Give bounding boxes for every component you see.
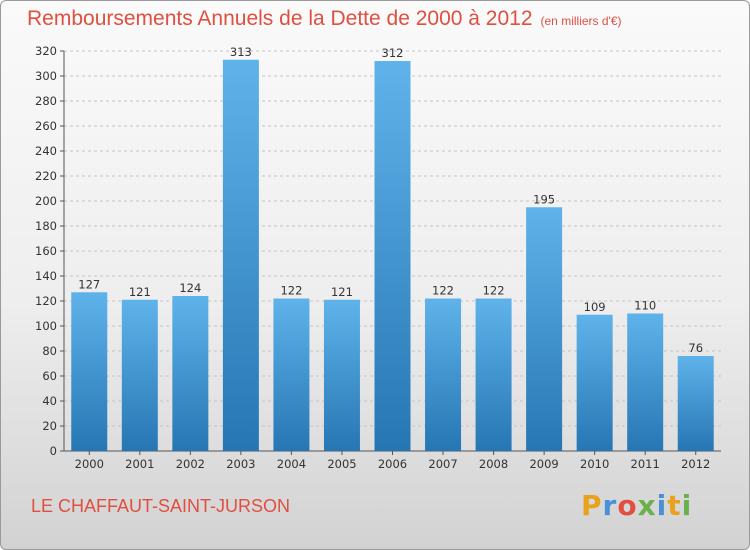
y-tick-label: 320	[35, 44, 57, 58]
value-label-2009: 195	[533, 192, 555, 206]
y-tick-label: 280	[35, 94, 57, 108]
y-tick-label: 200	[35, 194, 57, 208]
bar-2005	[323, 299, 360, 451]
bar-2006	[374, 61, 411, 451]
value-label-2012: 76	[688, 341, 703, 355]
bar-2003	[222, 59, 259, 451]
y-tick-label: 240	[35, 144, 57, 158]
value-label-2004: 122	[280, 284, 302, 298]
x-tick-label-2005: 2005	[327, 457, 356, 471]
logo-letter: r	[602, 489, 618, 522]
y-tick-label: 260	[35, 119, 57, 133]
logo-letter: o	[617, 489, 638, 522]
x-tick-label-2012: 2012	[681, 457, 710, 471]
bar-2007	[425, 298, 462, 451]
bar-2000	[71, 292, 108, 451]
x-tick-label-2003: 2003	[226, 457, 255, 471]
bar-2012	[677, 356, 714, 451]
logo-letter: i	[656, 489, 668, 522]
value-label-2010: 109	[584, 300, 606, 314]
bar-2011	[627, 313, 664, 451]
y-tick-label: 140	[35, 269, 57, 283]
y-tick-label: 0	[50, 444, 57, 458]
value-label-2000: 127	[78, 277, 100, 291]
y-tick-label: 20	[42, 419, 57, 433]
x-tick-label-2011: 2011	[631, 457, 660, 471]
y-tick-label: 120	[35, 294, 57, 308]
y-tick-label: 300	[35, 69, 57, 83]
x-tick-label-2007: 2007	[428, 457, 457, 471]
x-tick-label-2010: 2010	[580, 457, 609, 471]
y-tick-label: 60	[42, 369, 57, 383]
chart-title-text: Remboursements Annuels de la Dette de 20…	[27, 7, 533, 30]
y-tick-label: 180	[35, 219, 57, 233]
x-tick-label-2004: 2004	[277, 457, 306, 471]
x-tick-label-2009: 2009	[529, 457, 558, 471]
proxiti-logo: Proxiti	[581, 489, 692, 522]
value-label-2006: 312	[382, 46, 404, 60]
value-label-2011: 110	[634, 299, 656, 313]
y-tick-label: 160	[35, 244, 57, 258]
y-tick-label: 100	[35, 319, 57, 333]
x-tick-label-2000: 2000	[75, 457, 104, 471]
bar-2008	[475, 298, 512, 451]
logo-letter: i	[681, 489, 693, 522]
y-tick-label: 80	[42, 344, 57, 358]
bar-2009	[526, 207, 563, 451]
value-label-2008: 122	[483, 284, 505, 298]
bar-2001	[121, 299, 158, 451]
logo-letter: t	[667, 489, 682, 522]
logo-letter: x	[637, 489, 657, 522]
value-label-2007: 122	[432, 284, 454, 298]
x-tick-label-2008: 2008	[479, 457, 508, 471]
chart-subtitle: (en milliers d'€)	[540, 14, 622, 28]
y-tick-label: 220	[35, 169, 57, 183]
commune-name: LE CHAFFAUT-SAINT-JURSON	[31, 496, 291, 516]
logo-letter: P	[581, 489, 603, 522]
x-tick-label-2001: 2001	[125, 457, 154, 471]
value-label-2005: 121	[331, 285, 353, 299]
bar-2010	[576, 314, 613, 451]
bar-2002	[172, 296, 209, 451]
y-tick-label: 40	[42, 394, 57, 408]
bar-2004	[273, 298, 310, 451]
x-tick-label-2002: 2002	[176, 457, 205, 471]
x-tick-label-2006: 2006	[378, 457, 407, 471]
chart-title: Remboursements Annuels de la Dette de 20…	[27, 7, 622, 31]
value-label-2003: 313	[230, 45, 252, 59]
value-label-2001: 121	[129, 285, 151, 299]
value-label-2002: 124	[179, 281, 201, 295]
